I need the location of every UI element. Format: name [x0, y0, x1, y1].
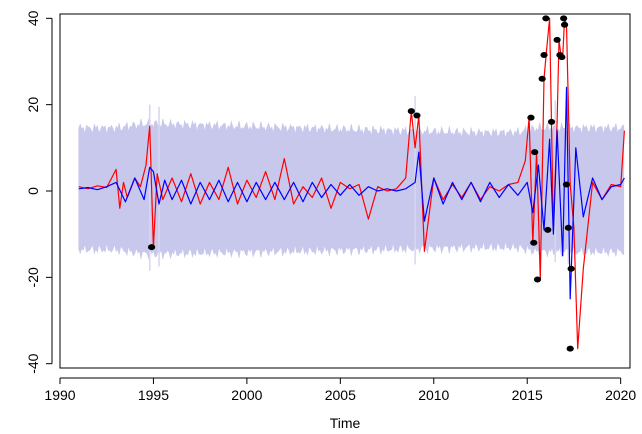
outlier-point: [567, 346, 574, 352]
outlier-point: [558, 54, 565, 60]
x-tick-label: 2010: [418, 387, 449, 403]
outlier-point: [408, 108, 415, 114]
outlier-point: [148, 244, 155, 250]
x-tick-label: 2005: [325, 387, 356, 403]
outlier-point: [548, 119, 555, 125]
y-tick-label: 40: [25, 10, 41, 26]
outlier-point: [413, 112, 420, 118]
x-axis-ticks: 1990 1995 2000 2005 2010 2015 2020: [44, 378, 636, 403]
outlier-point: [544, 227, 551, 233]
outlier-point: [530, 240, 537, 246]
outlier-point: [560, 15, 567, 21]
outlier-point: [561, 22, 568, 28]
outlier-point: [531, 149, 538, 155]
y-tick-label: 20: [25, 97, 41, 113]
x-tick-label: 2000: [231, 387, 262, 403]
outlier-point: [542, 15, 549, 21]
x-tick-label: 2020: [605, 387, 636, 403]
x-tick-label: 1995: [138, 387, 169, 403]
outlier-point: [554, 37, 561, 43]
outlier-point: [565, 225, 572, 231]
outlier-point: [539, 76, 546, 82]
y-tick-label: -40: [25, 353, 41, 373]
x-tick-label: 1990: [44, 387, 75, 403]
y-tick-label: -20: [25, 267, 41, 287]
x-tick-label: 2015: [512, 387, 543, 403]
outlier-point: [540, 52, 547, 58]
outlier-point: [563, 182, 570, 188]
y-axis-ticks: -40 -20 0 20 40: [25, 10, 52, 373]
outlier-point: [527, 115, 534, 121]
x-axis-title: Time: [330, 415, 361, 431]
outlier-point: [568, 266, 575, 272]
outlier-point: [534, 277, 541, 283]
y-tick-label: 0: [25, 187, 41, 195]
